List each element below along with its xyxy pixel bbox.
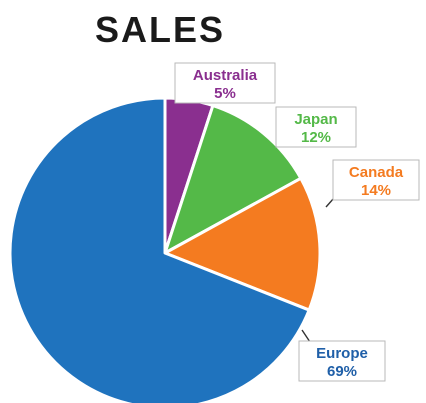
pie-slice-japan — [163, 104, 303, 255]
label-box-canada — [332, 159, 420, 201]
label-box-europe — [298, 340, 386, 382]
slice-category-label: Japan — [294, 111, 337, 128]
slice-category-label: Canada — [349, 164, 404, 181]
label-box-australia — [174, 62, 276, 104]
pie-slice-canada — [163, 176, 322, 312]
label-box-japan — [275, 106, 357, 148]
slice-category-label: Australia — [193, 67, 258, 84]
pie-slices — [8, 96, 322, 403]
pie-slice-europe — [8, 96, 311, 403]
slice-category-label: Europe — [316, 345, 368, 362]
slice-value-label: 5% — [214, 85, 236, 102]
slice-value-label: 69% — [327, 363, 357, 380]
slice-value-label: 14% — [361, 182, 391, 199]
chart-title: SALES — [95, 9, 225, 50]
slice-value-label: 12% — [301, 129, 331, 146]
